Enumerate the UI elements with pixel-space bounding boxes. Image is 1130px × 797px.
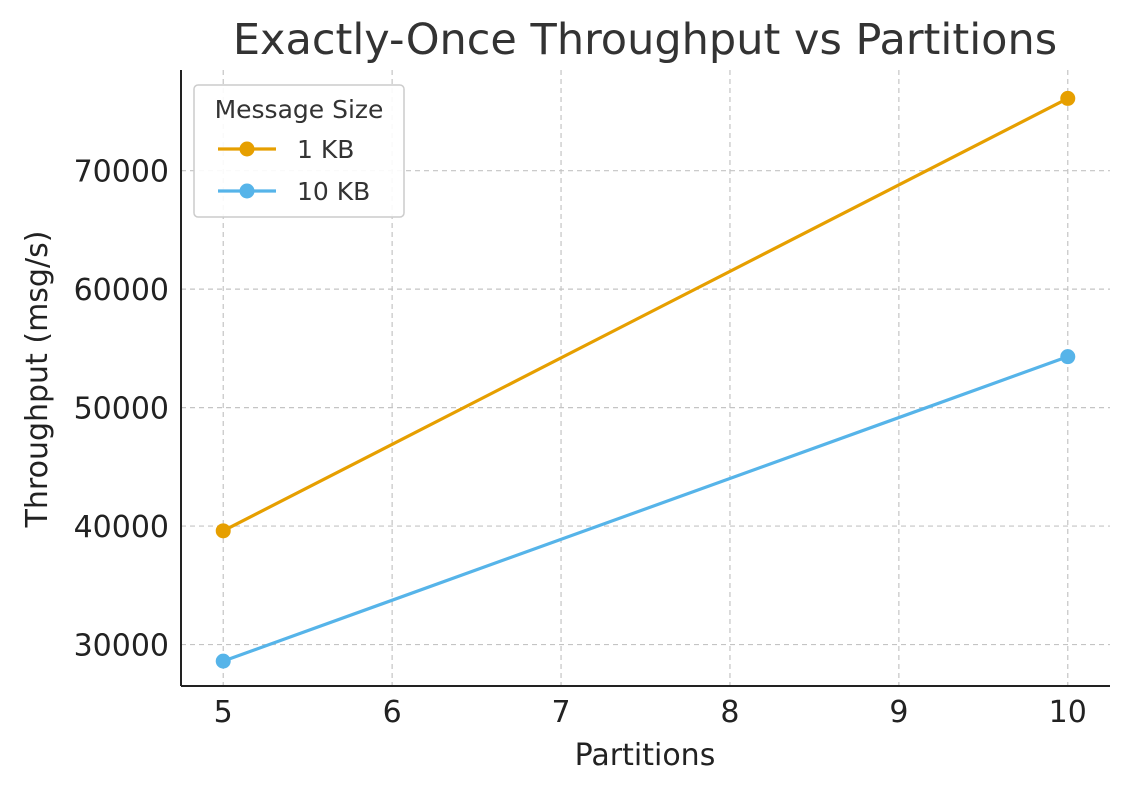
x-tick-label: 6	[383, 695, 402, 730]
legend: Message Size 1 KB 10 KB	[193, 84, 405, 218]
series-line	[221, 96, 1070, 533]
legend-marker	[239, 141, 255, 157]
y-tick-label: 70000	[74, 155, 169, 190]
y-tick-label: 40000	[74, 510, 169, 545]
axes	[180, 70, 1110, 687]
series-line	[221, 355, 1070, 663]
y-tick-label: 50000	[74, 392, 169, 427]
data-point	[215, 523, 231, 539]
data-point	[1060, 349, 1076, 365]
x-tick-label: 10	[1049, 695, 1087, 730]
series-lines	[215, 90, 1076, 669]
legend-label: 10 KB	[297, 177, 370, 206]
legend-label: 1 KB	[297, 135, 354, 164]
x-axis-label: Partitions	[575, 738, 716, 773]
y-tick-label: 60000	[74, 273, 169, 308]
x-tick-label: 8	[720, 695, 739, 730]
x-tick-label: 7	[551, 695, 570, 730]
y-axis-label: Throughput (msg/s)	[20, 231, 55, 529]
data-point	[215, 653, 231, 669]
legend-title: Message Size	[215, 95, 384, 124]
chart-title: Exactly-Once Throughput vs Partitions	[233, 15, 1057, 65]
y-tick-label: 30000	[74, 629, 169, 664]
legend-marker	[239, 183, 255, 199]
data-point	[1060, 90, 1076, 106]
x-tick-label: 9	[889, 695, 908, 730]
tick-labels: 5 6 7 8 9 10 30000 40000 50000 60000 70000	[74, 155, 1087, 730]
x-tick-label: 5	[214, 695, 233, 730]
